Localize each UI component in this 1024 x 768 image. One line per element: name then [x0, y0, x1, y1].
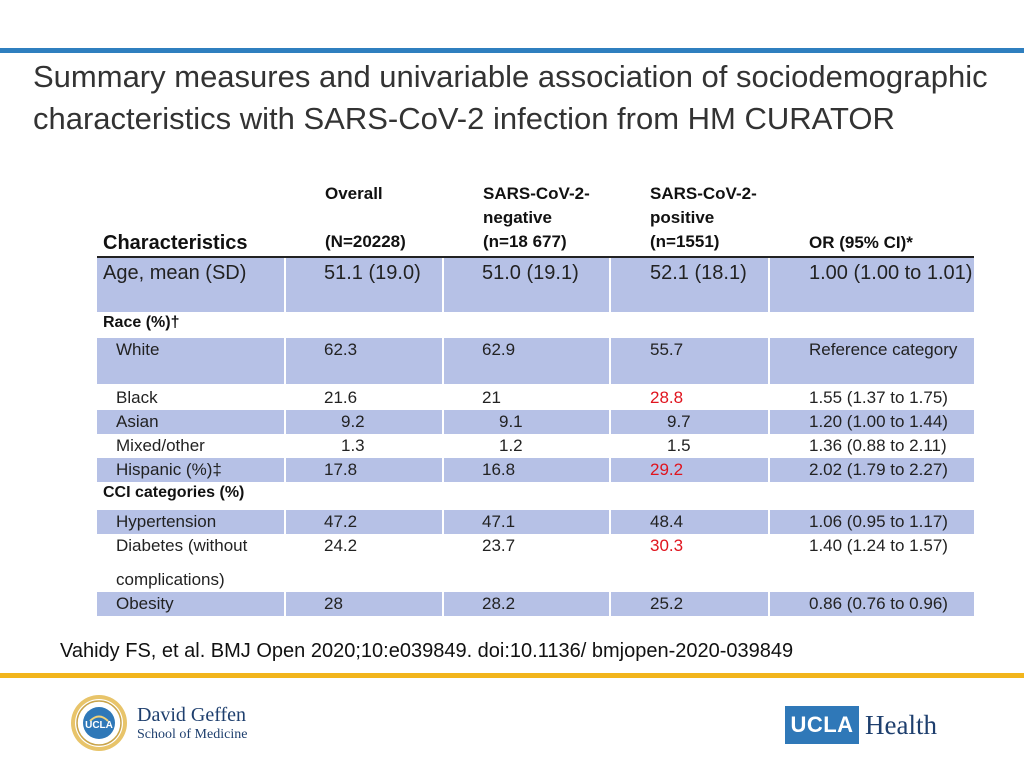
header-positive: SARS-CoV-2-positive (n=1551) — [650, 182, 800, 254]
cell-positive: 9.7 — [611, 410, 768, 434]
cell-or: 1.36 (0.88 to 2.11) — [809, 436, 947, 455]
row-label: White — [97, 338, 284, 384]
table-row-asian: Asian 9.2 9.1 9.7 1.20 (1.00 to 1.44) — [97, 410, 974, 434]
cell-positive: 29.2 — [611, 458, 768, 482]
row-label: Diabetes (without complications) — [116, 536, 248, 589]
row-label: Mixed/other — [116, 436, 205, 455]
ucla-logo-box: UCLA — [785, 706, 859, 744]
citation: Vahidy FS, et al. BMJ Open 2020;10:e0398… — [60, 640, 794, 662]
header-overall-n: (N=20228) — [325, 232, 406, 251]
row-label: Hispanic (%)‡ — [97, 458, 284, 482]
cell-or: 1.55 (1.37 to 1.75) — [809, 388, 948, 407]
cell-overall: 1.3 — [341, 436, 365, 455]
health-wordmark: Health — [865, 710, 937, 740]
cell-overall: 47.2 — [286, 510, 442, 534]
header-negative: SARS-CoV-2-negative (n=18 677) — [483, 182, 633, 254]
cell-positive: 55.7 — [611, 338, 768, 384]
table-row-mixed: Mixed/other 1.3 1.2 1.5 1.36 (0.88 to 2.… — [97, 434, 974, 458]
cell-negative: 62.9 — [444, 338, 609, 384]
header-overall-label: Overall — [325, 184, 383, 203]
table-row-black: Black 21.6 21 28.8 1.55 (1.37 to 1.75) — [97, 386, 974, 410]
cell-overall: 51.1 (19.0) — [286, 258, 442, 312]
cell-positive: 25.2 — [611, 592, 768, 616]
table-row-hypertension: Hypertension 47.2 47.1 48.4 1.06 (0.95 t… — [97, 510, 974, 534]
top-accent-bar — [0, 48, 1024, 53]
school-wordmark: David Geffen School of Medicine — [137, 704, 247, 744]
cell-positive: 52.1 (18.1) — [611, 258, 768, 312]
cell-overall: 9.2 — [286, 410, 442, 434]
ucla-seal-icon: UCLA — [71, 695, 127, 751]
row-label: Age, mean (SD) — [97, 258, 284, 312]
header-or: OR (95% CI)* — [809, 233, 913, 252]
header-positive-label: SARS-CoV-2-positive — [650, 184, 757, 227]
header-overall: Overall (N=20228) — [325, 182, 406, 254]
cell-overall: 24.2 — [324, 536, 358, 555]
header-negative-label: SARS-CoV-2-negative — [483, 184, 590, 227]
cell-overall: 21.6 — [324, 388, 358, 407]
school-line2: School of Medicine — [137, 727, 248, 742]
section-cci: CCI categories (%) — [103, 484, 245, 501]
cell-negative: 28.2 — [444, 592, 609, 616]
header-divider — [97, 256, 974, 258]
section-race: Race (%)† — [103, 314, 180, 331]
cell-negative: 47.1 — [444, 510, 609, 534]
cell-or: 1.00 (1.00 to 1.01) — [770, 258, 974, 312]
row-label: Asian — [97, 410, 284, 434]
table-row-age: Age, mean (SD) 51.1 (19.0) 51.0 (19.1) 5… — [97, 258, 974, 312]
cell-negative: 51.0 (19.1) — [444, 258, 609, 312]
header-characteristics: Characteristics — [103, 232, 248, 254]
table-row-hispanic: Hispanic (%)‡ 17.8 16.8 29.2 2.02 (1.79 … — [97, 458, 974, 482]
cell-overall: 28 — [286, 592, 442, 616]
cell-or: 1.06 (0.95 to 1.17) — [770, 510, 974, 534]
cell-or: 1.40 (1.24 to 1.57) — [809, 536, 948, 555]
cell-overall: 17.8 — [286, 458, 442, 482]
row-label: Obesity — [97, 592, 284, 616]
cell-negative: 1.2 — [499, 436, 523, 455]
cell-or: 1.20 (1.00 to 1.44) — [770, 410, 974, 434]
cell-negative: 21 — [482, 388, 501, 407]
seal-text: UCLA — [85, 720, 113, 731]
cell-overall: 62.3 — [286, 338, 442, 384]
cell-negative: 9.1 — [444, 410, 609, 434]
row-label: Black — [116, 388, 158, 407]
cell-positive: 48.4 — [611, 510, 768, 534]
header-negative-n: (n=18 677) — [483, 232, 567, 251]
cell-negative: 23.7 — [482, 536, 516, 555]
table-row-obesity: Obesity 28 28.2 25.2 0.86 (0.76 to 0.96) — [97, 592, 974, 616]
row-label: Hypertension — [97, 510, 284, 534]
school-line1: David Geffen — [137, 704, 247, 726]
cell-positive: 1.5 — [667, 436, 691, 455]
cell-positive: 28.8 — [650, 388, 684, 407]
slide-title: Summary measures and univariable associa… — [33, 59, 988, 136]
cell-or: 0.86 (0.76 to 0.96) — [770, 592, 974, 616]
cell-or: Reference category — [770, 338, 974, 384]
bottom-accent-bar — [0, 673, 1024, 678]
cell-positive: 30.3 — [650, 536, 684, 555]
header-positive-n: (n=1551) — [650, 232, 720, 251]
table-row-diabetes: Diabetes (without complications) 24.2 23… — [97, 534, 974, 592]
table-row-white: White 62.3 62.9 55.7 Reference category — [97, 338, 974, 384]
cell-negative: 16.8 — [444, 458, 609, 482]
cell-or: 2.02 (1.79 to 2.27) — [770, 458, 974, 482]
